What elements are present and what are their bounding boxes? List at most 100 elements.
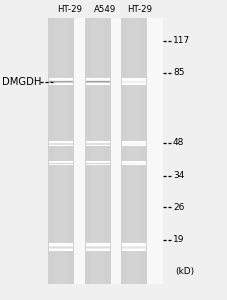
Bar [49, 163, 73, 164]
Bar [49, 144, 73, 145]
Bar [122, 164, 146, 165]
Bar [86, 249, 110, 250]
Text: 85: 85 [173, 68, 185, 77]
Text: 19: 19 [173, 236, 185, 244]
Bar [122, 162, 146, 163]
Bar [49, 83, 73, 84]
Bar [122, 81, 146, 82]
Bar [86, 81, 110, 82]
Bar [86, 143, 110, 144]
Bar [122, 244, 146, 245]
Bar [86, 141, 110, 142]
Bar [86, 248, 110, 249]
Bar [49, 162, 73, 163]
Bar [49, 80, 73, 81]
Bar [49, 246, 73, 247]
Text: 117: 117 [173, 36, 190, 45]
Bar [86, 162, 110, 163]
Bar [49, 145, 73, 146]
Bar [86, 83, 110, 84]
Bar [122, 141, 146, 142]
Bar [49, 78, 73, 79]
Bar [86, 246, 110, 247]
Bar [49, 143, 73, 144]
Bar [49, 164, 73, 165]
Bar [122, 162, 146, 163]
Bar [86, 247, 110, 248]
Bar [122, 249, 146, 250]
Bar [122, 145, 146, 146]
Bar [49, 248, 73, 249]
Bar [49, 250, 73, 251]
Bar [55, 18, 68, 284]
Bar [91, 18, 104, 284]
Bar [49, 145, 73, 146]
Text: (kD): (kD) [175, 267, 194, 276]
Text: HT-29: HT-29 [127, 4, 152, 14]
Bar [122, 142, 146, 143]
Bar [49, 248, 73, 249]
Bar [86, 142, 110, 143]
Text: 34: 34 [173, 171, 184, 180]
Bar [49, 249, 73, 250]
Bar [122, 144, 146, 145]
Bar [86, 247, 110, 248]
Bar [53, 18, 163, 284]
Bar [86, 164, 110, 165]
Text: HT-29: HT-29 [57, 4, 82, 14]
Bar [121, 18, 147, 284]
Bar [122, 245, 146, 246]
Bar [85, 18, 111, 284]
Bar [122, 84, 146, 85]
Bar [122, 78, 146, 79]
Bar [86, 145, 110, 146]
Bar [86, 245, 110, 246]
Bar [122, 143, 146, 144]
Bar [49, 81, 73, 82]
Text: A549: A549 [94, 4, 117, 14]
Bar [122, 161, 146, 162]
Bar [122, 250, 146, 251]
Bar [49, 141, 73, 142]
Bar [122, 81, 146, 82]
Bar [49, 79, 73, 80]
Text: 48: 48 [173, 138, 184, 147]
Bar [49, 84, 73, 85]
Bar [122, 79, 146, 80]
Bar [122, 247, 146, 248]
Bar [122, 245, 146, 246]
Bar [49, 143, 73, 144]
Bar [122, 164, 146, 165]
Bar [86, 143, 110, 144]
Bar [49, 83, 73, 84]
Bar [86, 80, 110, 81]
Bar [49, 162, 73, 163]
Bar [122, 246, 146, 247]
Bar [49, 82, 73, 83]
Bar [49, 81, 73, 82]
Bar [122, 80, 146, 81]
Bar [122, 163, 146, 164]
Bar [49, 245, 73, 246]
Bar [122, 142, 146, 143]
Bar [86, 82, 110, 83]
Bar [49, 164, 73, 165]
Bar [86, 145, 110, 146]
Text: 26: 26 [173, 202, 184, 211]
Bar [49, 244, 73, 245]
Bar [86, 161, 110, 162]
Bar [86, 162, 110, 163]
Bar [86, 78, 110, 79]
Bar [122, 163, 146, 164]
Bar [86, 142, 110, 143]
Bar [49, 245, 73, 246]
Bar [122, 145, 146, 146]
Bar [49, 79, 73, 80]
Bar [86, 163, 110, 164]
Bar [122, 144, 146, 145]
Bar [86, 163, 110, 164]
Bar [86, 83, 110, 84]
Bar [49, 82, 73, 83]
Bar [122, 82, 146, 83]
Bar [49, 142, 73, 143]
